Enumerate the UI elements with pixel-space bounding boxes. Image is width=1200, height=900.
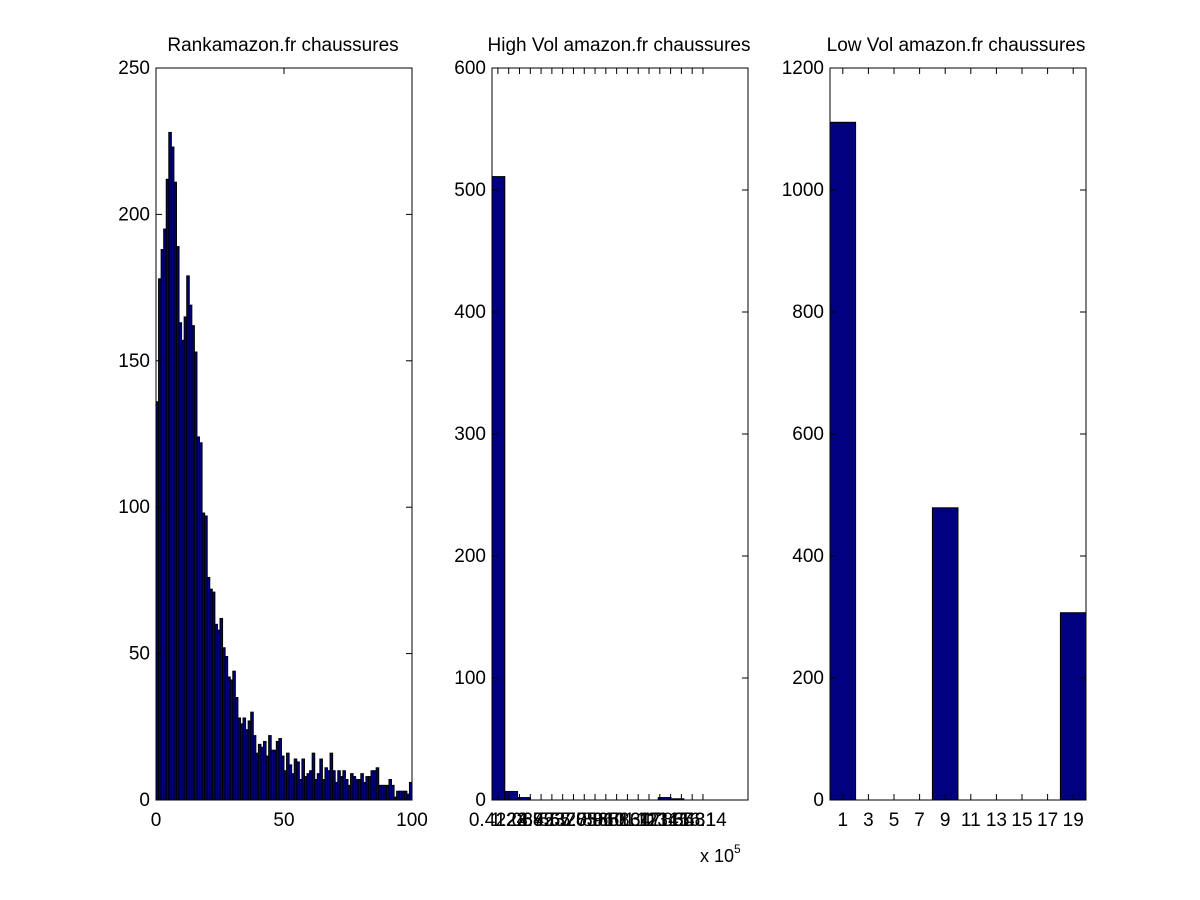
x-tick-label: 1 <box>838 810 849 831</box>
x-tick-label: 13.65 <box>647 810 695 831</box>
x-multiplier-label: x 105 <box>700 842 741 866</box>
x-tick-label: 6.205 <box>550 810 598 831</box>
x-multiplier-exponent: 5 <box>734 842 741 856</box>
y-tick-label: 1000 <box>782 180 824 201</box>
x-tick-label: 100 <box>396 810 428 831</box>
y-tick-label: 400 <box>792 546 824 567</box>
x-tick-label: 13 <box>986 810 1007 831</box>
bar-series <box>155 131 413 801</box>
chart-title: Rankamazon.fr chaussures <box>167 35 398 56</box>
y-tick-label: 200 <box>118 204 150 225</box>
x-tick-label: 7.86 <box>577 810 614 831</box>
x-tick-label: 7 <box>914 810 925 831</box>
x-tick-label: 15 <box>1011 810 1032 831</box>
x-tick-label: 10.34 <box>604 810 652 831</box>
y-tick-label: 100 <box>454 668 486 689</box>
x-tick-label: 12 <box>638 810 659 831</box>
x-tick-label: 0.4122 <box>469 810 527 831</box>
subplot-rank: Rankamazon.fr chaussures 0 50 100 150 200 250… <box>118 35 428 831</box>
x-tick-label: 2.068 <box>496 810 544 831</box>
x-tick-label: 0 <box>151 810 162 831</box>
x-tick-label: 17 <box>1037 810 1058 831</box>
x-tick-label: 16.14 <box>679 810 727 831</box>
y-tick-label: 100 <box>118 497 150 518</box>
bar-series <box>491 176 685 801</box>
x-tick-label: 3.723 <box>517 810 565 831</box>
y-tick-label: 0 <box>813 790 824 811</box>
y-tick-label: 0 <box>475 790 486 811</box>
y-tick-label: 800 <box>792 302 824 323</box>
bar <box>491 176 506 801</box>
chart-title: High Vol amazon.fr chaussures <box>488 35 751 56</box>
x-multiplier-base: x 10 <box>700 846 734 866</box>
x-tick-label: 2.895 <box>507 810 555 831</box>
x-tick-label: 11 <box>961 810 981 831</box>
y-tick-label: 600 <box>454 58 486 79</box>
x-tick-label: 50 <box>273 810 294 831</box>
y-tick-label: 200 <box>454 546 486 567</box>
x-tick-label: 19 <box>1063 810 1084 831</box>
y-tick-label: 300 <box>454 424 486 445</box>
bar <box>504 790 519 801</box>
axes-box <box>491 67 749 801</box>
y-tick-label: 50 <box>129 644 150 665</box>
bar <box>1059 612 1087 801</box>
x-tick-label: 9.516 <box>593 810 641 831</box>
subplot-low-vol: Low Vol amazon.fr chaussures 0 200 400 600 8… <box>782 35 1087 831</box>
x-tick-label: 11.17 <box>615 810 661 831</box>
x-tick-label: 12.83 <box>636 810 684 831</box>
x-tick-label: 15.31 <box>668 810 716 831</box>
x-tick-label: 5 <box>889 810 900 831</box>
axis-ticks: 0 50 100 150 200 250 0 50 100 <box>118 58 428 831</box>
y-tick-label: 1200 <box>782 58 824 79</box>
bar <box>931 507 959 801</box>
y-tick-label: 0 <box>139 790 150 811</box>
x-tick-label: 8.688 <box>582 810 630 831</box>
x-tick-label: 7.033 <box>560 810 608 831</box>
chart-title: Low Vol amazon.fr chaussures <box>827 35 1086 56</box>
x-tick-label: 3 <box>863 810 874 831</box>
y-tick-label: 150 <box>118 351 150 372</box>
x-tick-label: 5.378 <box>539 810 587 831</box>
y-tick-label: 400 <box>454 302 486 323</box>
bar <box>829 121 857 801</box>
subplot-high-vol: High Vol amazon.fr chaussures 0 100 200 300… <box>454 35 750 866</box>
x-tick-label: 9 <box>940 810 951 831</box>
axis-ticks: 0 100 200 300 400 500 600 0.41221.242.0682.8953… <box>454 58 748 831</box>
y-tick-label: 600 <box>792 424 824 445</box>
x-tick-label: 14.48 <box>658 810 706 831</box>
y-tick-label: 250 <box>118 58 150 79</box>
bar-series <box>829 121 1087 801</box>
x-tick-label: 1.24 <box>490 810 527 831</box>
y-tick-label: 200 <box>792 668 824 689</box>
y-tick-label: 500 <box>454 180 486 201</box>
x-tick-label: 4.55 <box>533 810 570 831</box>
